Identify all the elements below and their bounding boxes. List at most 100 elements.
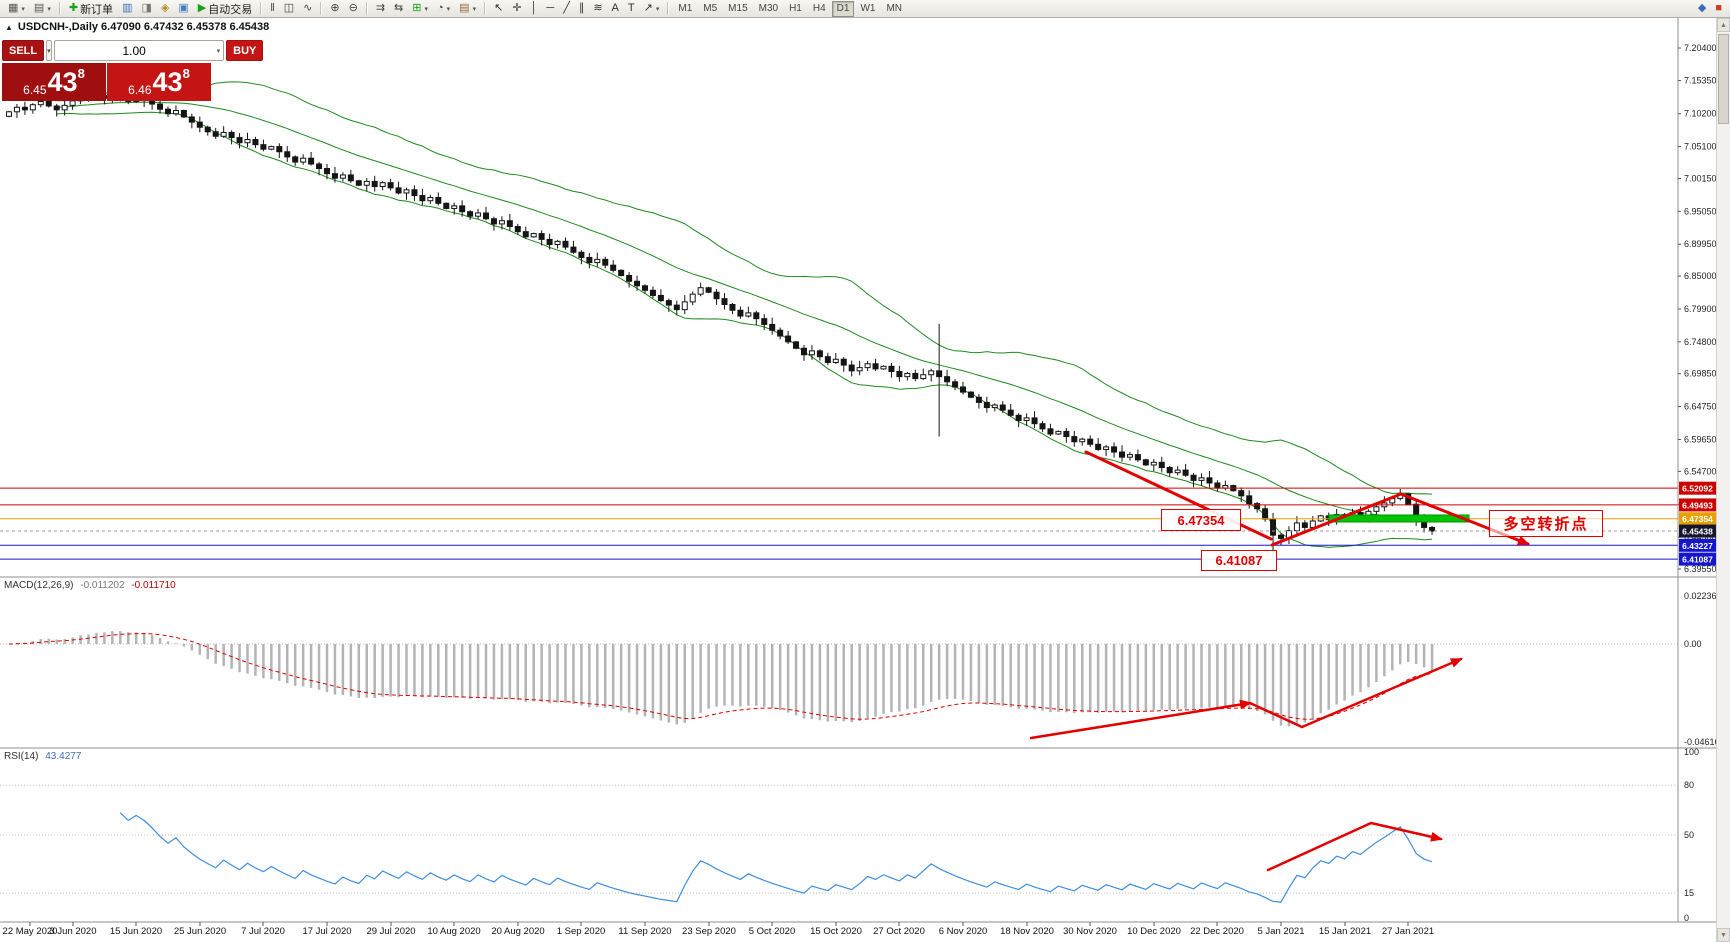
data-window-button[interactable]: ◨ xyxy=(137,1,155,17)
tf-d1-button[interactable]: D1 xyxy=(831,0,855,17)
svg-text:50: 50 xyxy=(1684,830,1694,840)
market-watch-button[interactable]: ▥ xyxy=(118,1,136,17)
one-click-collapse-icon[interactable]: ▲ xyxy=(5,22,13,32)
rsi-down-arrow[interactable] xyxy=(1369,821,1443,842)
svg-text:29 Jul 2020: 29 Jul 2020 xyxy=(366,926,415,937)
shapes-button[interactable]: ↗ ▾ xyxy=(640,1,664,17)
scroll-down-icon[interactable]: ▼ xyxy=(1717,928,1730,942)
trend-up-line[interactable] xyxy=(1270,492,1403,547)
svg-text:6.39550: 6.39550 xyxy=(1684,564,1717,574)
new-chart-button[interactable]: ▦ ▾ xyxy=(4,1,29,17)
navigator-button[interactable]: ◈ xyxy=(157,1,173,17)
text-icon: A xyxy=(611,2,619,14)
trendline-button[interactable]: ╱ xyxy=(559,1,574,17)
svg-text:6.85000: 6.85000 xyxy=(1684,271,1717,281)
profiles-icon: ▤ xyxy=(33,2,45,14)
new-order-icon: ✚ xyxy=(68,2,79,14)
alerts-button[interactable]: ■ xyxy=(1711,1,1726,17)
tf-m1-button[interactable]: M1 xyxy=(673,1,697,17)
sell-button[interactable]: SELL xyxy=(2,40,45,61)
svg-text:18 Nov 2020: 18 Nov 2020 xyxy=(1000,926,1054,937)
ask-price-prefix: 6.46 xyxy=(128,83,152,97)
candle-chart-button[interactable]: ◫ xyxy=(280,1,298,17)
auto-scroll-button[interactable]: ⇉ xyxy=(372,1,389,17)
svg-text:6.45438: 6.45438 xyxy=(1682,527,1713,537)
candle-chart-icon: ◫ xyxy=(283,2,295,14)
scrollbar-thumb[interactable] xyxy=(1718,34,1729,124)
bid-price-main: 43 xyxy=(47,67,78,97)
price-levels xyxy=(0,487,1678,560)
zoom-in-button[interactable]: ⊕ xyxy=(326,1,343,17)
chevron-down-icon: ▾ xyxy=(655,5,660,13)
community-button[interactable]: ◆ xyxy=(1694,1,1710,17)
text-button[interactable]: A xyxy=(608,1,623,17)
support-zone-marker[interactable] xyxy=(1328,514,1470,523)
big-price-row: 6.45 43 8 6.46 43 8 xyxy=(2,63,212,101)
svg-text:6.54700: 6.54700 xyxy=(1684,466,1717,476)
crosshair-button[interactable]: ✛ xyxy=(508,1,525,17)
bollinger-bands xyxy=(56,81,1433,548)
trade-options-dropdown[interactable]: ▾ xyxy=(46,40,52,61)
macd-up-arrow-1[interactable] xyxy=(1029,699,1252,740)
chevron-down-icon: ▾ xyxy=(446,5,451,13)
templates-button[interactable]: ▤ ▾ xyxy=(455,1,480,17)
buy-button[interactable]: BUY xyxy=(226,40,264,61)
annotation-price-label-641087[interactable]: 6.41087 xyxy=(1201,550,1277,571)
annotation-note-text[interactable]: 多空转折点 xyxy=(1489,510,1603,537)
tf-m15-button[interactable]: M15 xyxy=(723,1,752,17)
tf-m30-button[interactable]: M30 xyxy=(754,1,783,17)
volume-input[interactable] xyxy=(54,42,214,59)
horizontal-line-button[interactable]: ─ xyxy=(542,1,558,17)
svg-text:6 Nov 2020: 6 Nov 2020 xyxy=(939,926,988,937)
rsi-up-line[interactable] xyxy=(1266,821,1373,872)
line-chart-button[interactable]: ∿ xyxy=(299,1,316,17)
macd-pullback-line[interactable] xyxy=(1248,701,1304,729)
indicators-button[interactable]: ⊞ ▾ xyxy=(408,1,432,17)
periods-button[interactable]: ◔ ▾ xyxy=(433,1,454,17)
vertical-line-button[interactable]: │ xyxy=(527,1,542,17)
tf-w1-button[interactable]: W1 xyxy=(855,1,880,17)
scroll-up-icon[interactable]: ▲ xyxy=(1717,18,1730,32)
volume-dropdown-icon[interactable]: ▾ xyxy=(216,47,221,55)
svg-text:5 Oct 2020: 5 Oct 2020 xyxy=(749,926,795,937)
fibonacci-button[interactable]: ≋ xyxy=(589,1,606,17)
svg-text:7.10200: 7.10200 xyxy=(1684,109,1717,119)
annotation-price-label-647354[interactable]: 6.47354 xyxy=(1161,509,1241,531)
toolbar-separator xyxy=(484,2,487,15)
zoom-out-button[interactable]: ⊖ xyxy=(345,1,362,17)
svg-text:7.05100: 7.05100 xyxy=(1684,142,1717,152)
toolbar-button-label: M15 xyxy=(728,3,748,14)
new-order-button[interactable]: ✚ 新订单 xyxy=(65,1,117,17)
svg-text:22 Dec 2020: 22 Dec 2020 xyxy=(1190,926,1244,937)
indicators-icon: ⊞ xyxy=(412,2,422,14)
svg-text:100: 100 xyxy=(1684,747,1699,757)
tf-h1-button[interactable]: H1 xyxy=(784,1,807,17)
chart-shift-icon: ⇆ xyxy=(394,2,404,14)
vertical-scrollbar[interactable]: ▲ ▼ xyxy=(1716,18,1730,942)
bid-price-tile[interactable]: 6.45 43 8 xyxy=(2,63,106,101)
crosshair-icon: ✛ xyxy=(512,2,522,14)
autotrade-button[interactable]: ▶ 自动交易 xyxy=(194,1,256,17)
ask-price-tile[interactable]: 6.46 43 8 xyxy=(107,63,211,101)
label-button[interactable]: T xyxy=(624,1,639,17)
toolbar-button-label: H4 xyxy=(812,3,826,14)
terminal-button[interactable]: ▣ xyxy=(174,1,192,17)
toolbar-button-label: D1 xyxy=(836,3,850,14)
tf-mn-button[interactable]: MN xyxy=(881,1,907,17)
market-watch-icon: ▥ xyxy=(122,2,133,14)
line-chart-icon: ∿ xyxy=(303,2,313,14)
tf-m5-button[interactable]: M5 xyxy=(698,1,722,17)
chart-shift-button[interactable]: ⇆ xyxy=(390,1,407,17)
svg-text:22 May 2020: 22 May 2020 xyxy=(3,926,58,937)
bar-chart-button[interactable]: ‖ xyxy=(266,1,279,17)
profiles-button[interactable]: ▤ ▾ xyxy=(30,1,55,17)
ask-price-main: 43 xyxy=(152,67,183,97)
macd-up-arrow-2[interactable] xyxy=(1300,657,1463,729)
channel-button[interactable]: ∥ xyxy=(575,1,589,17)
tf-h4-button[interactable]: H4 xyxy=(808,1,831,17)
cursor-button[interactable]: ↖ xyxy=(490,1,507,17)
zoom-in-icon: ⊕ xyxy=(330,2,340,14)
toolbar-separator xyxy=(320,2,323,15)
templates-icon: ▤ xyxy=(459,2,470,14)
